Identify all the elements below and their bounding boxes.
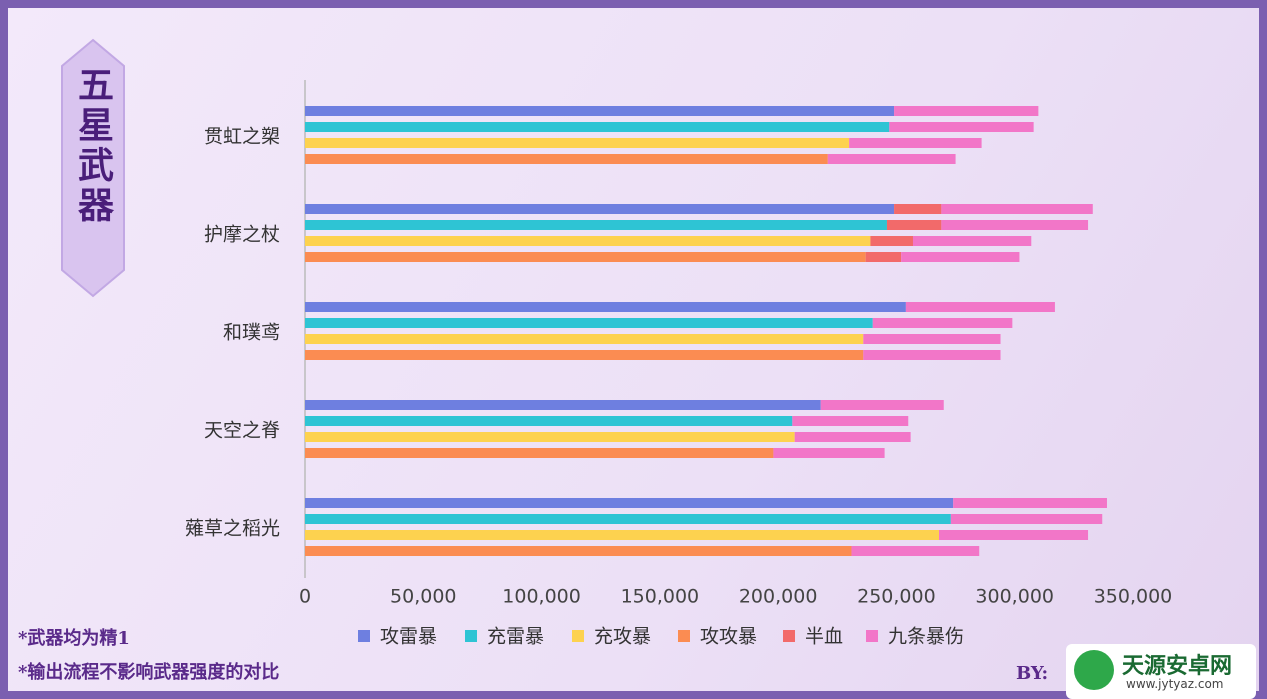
y-tick-label: 天空之脊 xyxy=(204,420,280,442)
bar-segment xyxy=(305,252,866,262)
bar-segment xyxy=(953,498,1107,508)
chart-title: 五星武器 xyxy=(72,66,114,226)
legend-swatch xyxy=(783,630,795,642)
bar-segment xyxy=(889,122,1034,132)
x-tick-label: 250,000 xyxy=(857,586,936,608)
x-tick-label: 50,000 xyxy=(390,586,456,608)
y-tick-label: 薙草之稻光 xyxy=(185,518,280,540)
y-tick-label: 和璞鸢 xyxy=(223,322,280,344)
bar-segment xyxy=(305,106,895,116)
bar-segment xyxy=(305,204,895,214)
bar-segment xyxy=(792,416,909,426)
bar-segment xyxy=(894,204,942,214)
bar-segment xyxy=(305,432,795,442)
x-tick-label: 350,000 xyxy=(1094,586,1173,608)
y-tick-label: 护摩之杖 xyxy=(204,224,280,246)
title-badge xyxy=(61,38,125,298)
bar-segment xyxy=(886,220,942,230)
bar-segment xyxy=(305,236,871,246)
x-tick-label: 200,000 xyxy=(739,586,818,608)
watermark-url: www.jytyaz.com xyxy=(1126,677,1224,691)
bar-segment xyxy=(305,220,887,230)
bar-segment xyxy=(305,530,940,540)
bar-segment xyxy=(794,432,911,442)
legend-swatch xyxy=(465,630,477,642)
watermark-logo xyxy=(1074,650,1114,690)
bar-segment xyxy=(305,416,793,426)
bar-segment xyxy=(912,236,1032,246)
bar-segment xyxy=(305,400,821,410)
bar-segment xyxy=(305,318,873,328)
legend-swatch xyxy=(572,630,584,642)
bar-segment xyxy=(901,252,1020,262)
watermark-name: 天源安卓网 xyxy=(1122,654,1233,679)
bar-segment xyxy=(863,350,1001,360)
bar-segment xyxy=(773,448,885,458)
legend-swatch xyxy=(358,630,370,642)
x-tick-label: 100,000 xyxy=(502,586,581,608)
bar-segment xyxy=(894,106,1039,116)
bar-segment xyxy=(870,236,913,246)
bar-segment xyxy=(849,138,982,148)
bar-segment xyxy=(305,514,951,524)
bar-segment xyxy=(305,546,852,556)
bar-segment xyxy=(827,154,956,164)
legend-label: 充雷暴 xyxy=(487,626,544,648)
bar-segment xyxy=(305,122,890,132)
bar-segment xyxy=(941,204,1093,214)
y-tick-label: 贯虹之槊 xyxy=(204,126,280,148)
bar-segment xyxy=(305,448,774,458)
bar-segment xyxy=(851,546,980,556)
legend-label: 攻雷暴 xyxy=(380,626,437,648)
watermark: 天源安卓网 www.jytyaz.com xyxy=(1066,644,1256,699)
note: *武器均为精1 xyxy=(18,628,130,649)
x-tick-label: 150,000 xyxy=(621,586,700,608)
bar-segment xyxy=(305,334,864,344)
bar-segment xyxy=(305,138,850,148)
legend-label: 充攻暴 xyxy=(594,626,651,648)
bar-segment xyxy=(872,318,1013,328)
x-tick-label: 0 xyxy=(299,586,311,608)
credit: BY: xyxy=(1016,663,1049,684)
bar-segment xyxy=(863,334,1001,344)
legend-label: 攻攻暴 xyxy=(700,626,757,648)
legend-label: 九条暴伤 xyxy=(888,626,964,648)
chart: 0 50,000 100,000 150,000 200,000 250,000 300,0… xyxy=(185,80,1173,648)
bar-segment xyxy=(905,302,1055,312)
note: *输出流程不影响武器强度的对比 xyxy=(18,662,280,683)
legend-swatch xyxy=(678,630,690,642)
x-tick-label: 300,000 xyxy=(975,586,1054,608)
bar-segment xyxy=(865,252,902,262)
bar-segment xyxy=(305,302,906,312)
bar-segment xyxy=(305,350,864,360)
bar-segment xyxy=(305,154,828,164)
legend-swatch xyxy=(866,630,878,642)
bar-segment xyxy=(950,514,1103,524)
bar-segment xyxy=(939,530,1089,540)
bar-segment xyxy=(305,498,954,508)
legend-label: 半血 xyxy=(805,626,843,648)
bar-segment xyxy=(820,400,944,410)
bar-segment xyxy=(941,220,1089,230)
